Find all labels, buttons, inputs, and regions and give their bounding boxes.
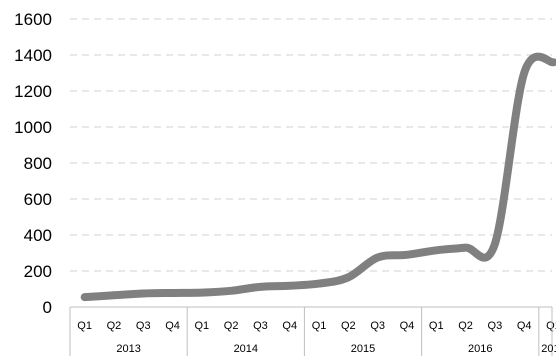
x-tick-label-quarter: Q4 [400,320,415,332]
y-tick-label-400: 400 [24,226,52,245]
x-tick-label-quarter: Q2 [107,320,122,332]
x-tick-label-quarter: Q3 [253,320,268,332]
x-tick-label-quarter: Q1 [429,320,444,332]
x-tick-label-quarter: Q1 [195,320,210,332]
x-tick-label-quarter: Q3 [370,320,385,332]
x-tick-label-quarter: Q1 [312,320,327,332]
series-line-0 [85,57,554,298]
x-tick-label-year-2015: 2015 [351,343,375,355]
x-tick-label-quarter: Q4 [517,320,532,332]
x-tick-label-quarter: Q4 [282,320,297,332]
x-tick-label-year-2014: 2014 [234,343,258,355]
series-group [85,57,554,298]
x-tick-label-quarter: Q1 [546,320,556,332]
x-tick-label-year-2017: 2017 [541,343,556,355]
y-tick-label-600: 600 [24,190,52,209]
x-tick-label-quarter: Q2 [341,320,356,332]
y-axis-tick-labels: 0 200 400 600 800 1000 1200 1400 1600 [14,10,52,317]
x-tick-label-quarter: Q2 [224,320,239,332]
x-tick-label-quarter: Q1 [77,320,92,332]
y-tick-label-200: 200 [24,262,52,281]
gridlines [70,19,552,271]
x-tick-label-year-2013: 2013 [116,343,140,355]
y-tick-label-1000: 1000 [14,118,52,137]
x-axis: Q1 Q2 Q3 Q4 Q1 Q2 Q3 Q4 Q1 Q2 Q3 Q4 Q1 Q2 Q3 Q4 Q1 2013 20… [70,307,556,356]
x-tick-label-quarter: Q3 [136,320,151,332]
y-tick-label-1200: 1200 [14,82,52,101]
y-tick-label-1400: 1400 [14,46,52,65]
x-tick-label-quarter: Q3 [488,320,503,332]
x-tick-label-quarter: Q4 [165,320,180,332]
y-tick-label-800: 800 [24,154,52,173]
y-tick-label-1600: 1600 [14,10,52,29]
y-tick-label-0: 0 [43,298,52,317]
x-tick-label-year-2016: 2016 [468,343,492,355]
x-tick-label-quarter: Q2 [458,320,473,332]
